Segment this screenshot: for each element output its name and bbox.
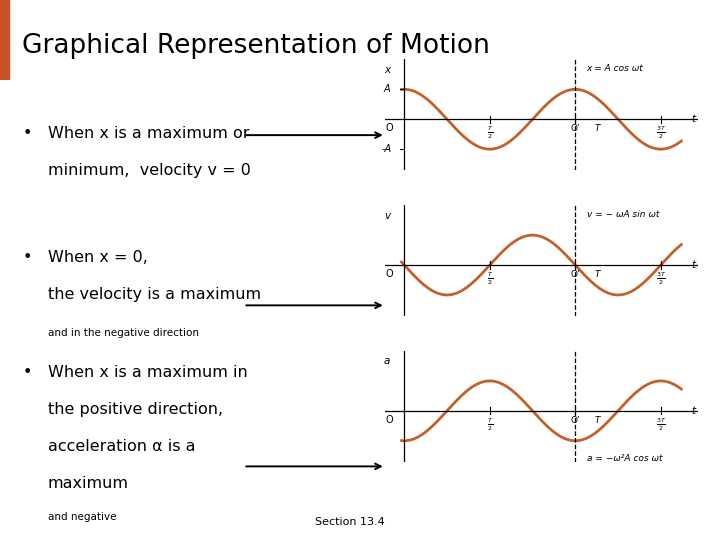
Text: maximum: maximum [48,476,129,490]
Text: •: • [23,126,32,141]
Text: a = −ω²A cos ωt: a = −ω²A cos ωt [587,454,662,463]
Text: minimum,  velocity v = 0: minimum, velocity v = 0 [48,163,251,178]
Text: $\frac{T}{2}$: $\frac{T}{2}$ [487,270,493,287]
Text: -A: -A [382,144,392,154]
Text: x = A cos ωt: x = A cos ωt [587,64,644,73]
Text: O’: O’ [570,270,580,279]
Text: A: A [384,84,390,94]
Text: T: T [595,124,600,133]
Text: the positive direction,: the positive direction, [48,402,223,417]
Text: t: t [691,260,696,270]
Text: T: T [595,416,600,425]
Text: •: • [23,250,32,265]
Text: When x is a maximum or: When x is a maximum or [48,126,249,141]
Text: $\frac{T}{2}$: $\frac{T}{2}$ [487,416,493,433]
Text: $\frac{3T}{2}$: $\frac{3T}{2}$ [656,124,666,141]
Bar [0,0,9,80]
Text: the velocity is a maximum: the velocity is a maximum [48,287,261,302]
Text: a: a [384,356,390,367]
Text: v = − ωA sin ωt: v = − ωA sin ωt [587,210,659,219]
Text: When x is a maximum in: When x is a maximum in [48,365,248,380]
Text: •: • [23,365,32,380]
Text: $\frac{3T}{2}$: $\frac{3T}{2}$ [656,270,666,287]
Text: and negative: and negative [48,512,116,522]
Text: and in the negative direction: and in the negative direction [48,328,199,339]
Text: t: t [691,114,696,124]
Text: x: x [384,65,390,75]
Text: When x = 0,: When x = 0, [48,250,148,265]
Text: acceleration α is a: acceleration α is a [48,439,195,454]
Text: $\frac{T}{2}$: $\frac{T}{2}$ [487,124,493,141]
Text: O: O [385,269,393,279]
Text: O’: O’ [570,416,580,425]
Text: v: v [384,211,390,221]
Text: O: O [385,123,393,133]
Text: O: O [385,415,393,425]
Text: Section 13.4: Section 13.4 [315,517,385,526]
Text: $\frac{3T}{2}$: $\frac{3T}{2}$ [656,416,666,433]
Text: O’: O’ [570,124,580,133]
Text: t: t [691,406,696,416]
Text: T: T [595,270,600,279]
Text: Graphical Representation of Motion: Graphical Representation of Motion [22,33,490,59]
